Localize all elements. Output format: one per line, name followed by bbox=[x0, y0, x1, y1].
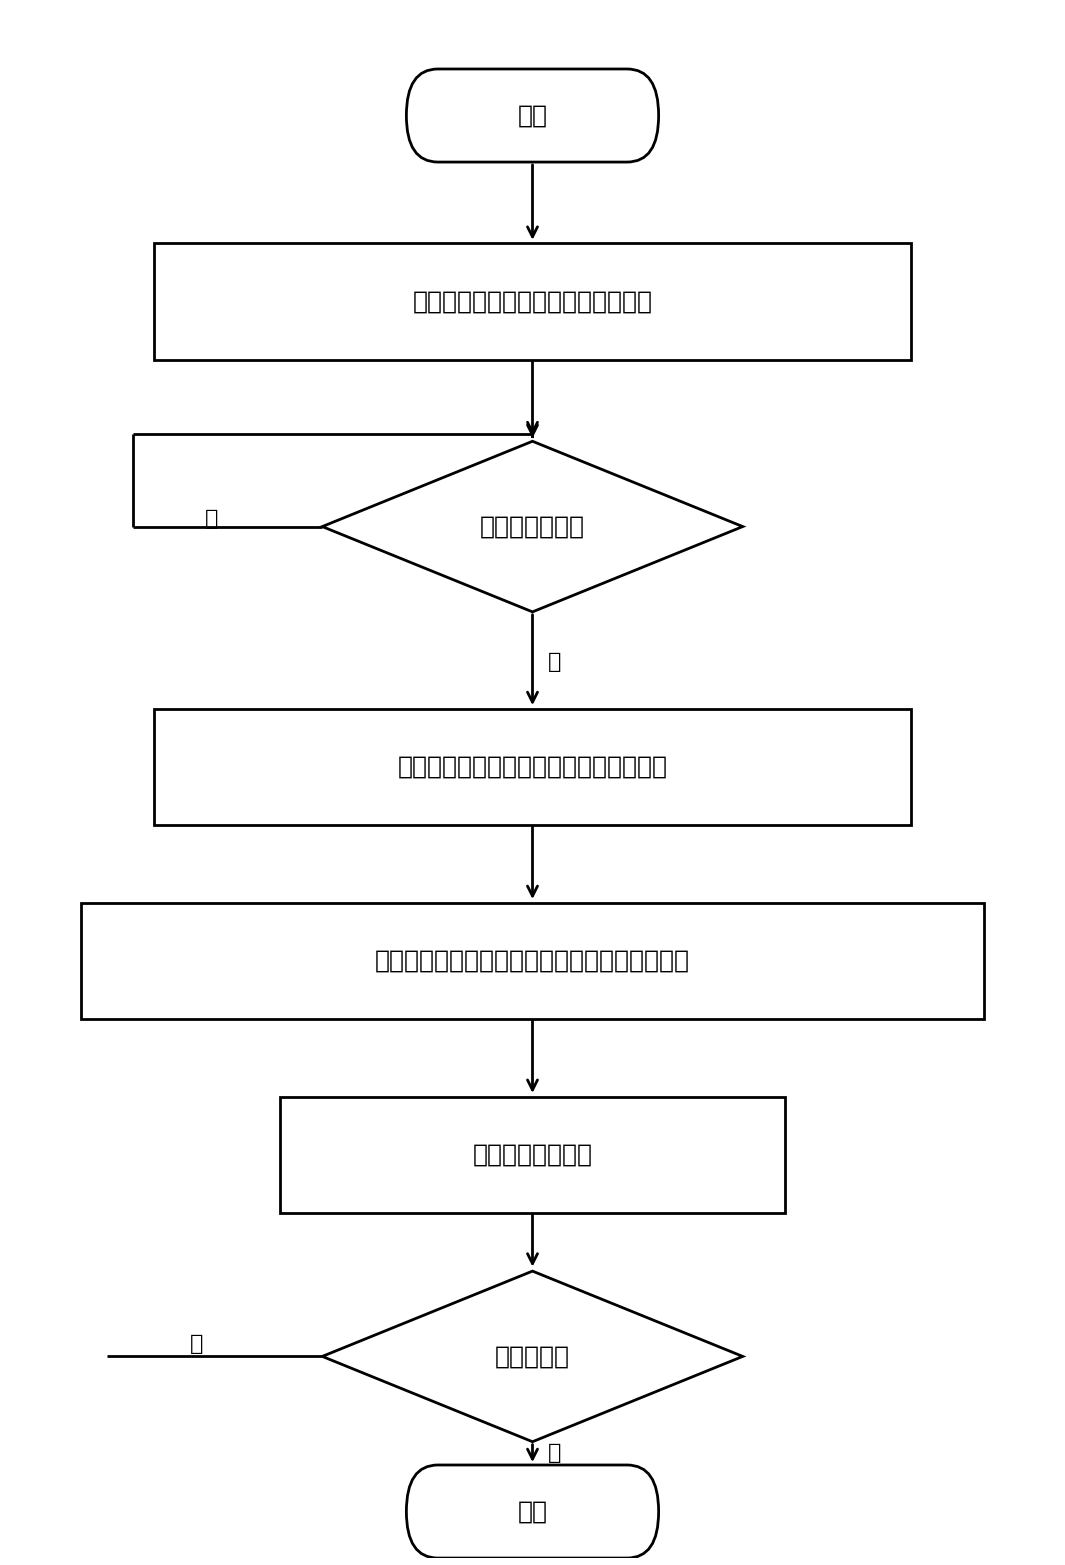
Polygon shape bbox=[323, 441, 742, 612]
Text: 结束: 结束 bbox=[518, 1499, 547, 1523]
Text: 是否有通道激活: 是否有通道激活 bbox=[480, 515, 585, 538]
Polygon shape bbox=[323, 1271, 742, 1441]
Text: 确定各通道肌电信号的肌肉激活起点时间: 确定各通道肌电信号的肌肉激活起点时间 bbox=[397, 754, 668, 779]
Text: 是: 是 bbox=[548, 1443, 561, 1463]
Text: 确定各通道肌电信号的肌肉激活阈值: 确定各通道肌电信号的肌肉激活阈值 bbox=[412, 290, 653, 313]
Text: 对各通道肌电信号的肌肉激活起点时间进行聚类: 对各通道肌电信号的肌肉激活起点时间进行聚类 bbox=[375, 948, 690, 973]
Text: 否: 否 bbox=[206, 509, 218, 529]
FancyBboxPatch shape bbox=[81, 903, 984, 1019]
Text: 肌肉激活起点判断: 肌肉激活起点判断 bbox=[473, 1142, 592, 1167]
FancyBboxPatch shape bbox=[154, 709, 911, 825]
FancyBboxPatch shape bbox=[280, 1097, 785, 1213]
Text: 否: 否 bbox=[190, 1333, 202, 1354]
FancyBboxPatch shape bbox=[154, 244, 911, 360]
Text: 开始: 开始 bbox=[518, 103, 547, 127]
Text: 是: 是 bbox=[548, 651, 561, 671]
FancyBboxPatch shape bbox=[407, 69, 658, 163]
FancyBboxPatch shape bbox=[407, 1465, 658, 1559]
Text: 是否激活？: 是否激活？ bbox=[495, 1344, 570, 1368]
